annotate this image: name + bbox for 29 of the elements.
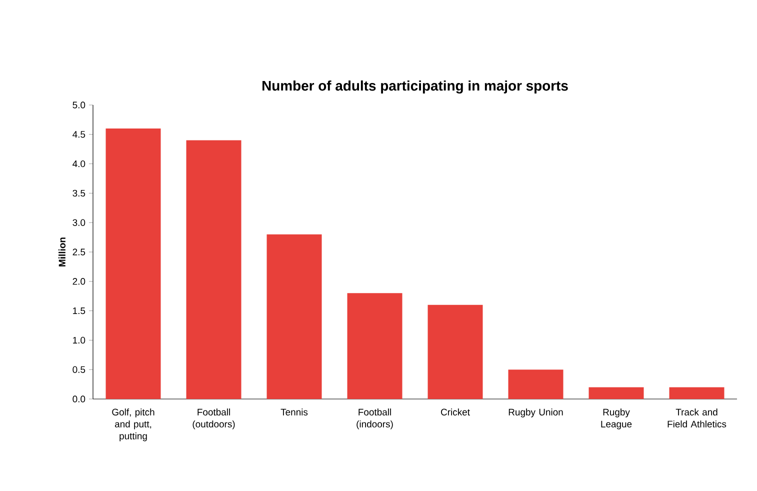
y-tick-label: 2.0: [72, 278, 86, 285]
chart-title: Number of adults participating in major sports: [262, 80, 568, 94]
x-tick-label: Tennis: [280, 408, 308, 416]
bar: [347, 293, 402, 399]
bar: [186, 140, 242, 399]
bar: [669, 387, 724, 399]
bar: [266, 234, 322, 399]
y-axis-title: Million: [58, 238, 66, 266]
bar: [508, 370, 564, 399]
y-tick-label: 4.5: [72, 131, 86, 138]
x-tick-label: Rugby League: [601, 408, 632, 430]
x-tick-label: Golf, pitch and putt, putting: [112, 408, 154, 442]
x-tick-label: Cricket: [441, 408, 470, 416]
bar: [428, 304, 483, 399]
x-tick-label: Football (outdoors): [192, 408, 235, 430]
y-tick-label: 3.5: [72, 190, 86, 197]
y-tick-label: 0.5: [72, 366, 86, 373]
y-tick-label: 4.0: [72, 160, 86, 168]
y-tick-label: 1.5: [73, 307, 86, 314]
y-tick-label: 5.0: [72, 102, 86, 108]
y-tick-label: 1.0: [73, 336, 86, 344]
y-tick-label: 3.0: [72, 219, 86, 226]
x-tick-label: Rugby Union: [508, 408, 563, 418]
y-tick-label: 0.0: [72, 396, 86, 402]
bar: [588, 387, 644, 399]
y-tick-label: 2.5: [72, 248, 86, 256]
x-tick-label: Football (indoors): [356, 408, 393, 430]
bar: [106, 128, 161, 399]
x-tick-label: Track and Field Athletics: [668, 408, 726, 428]
